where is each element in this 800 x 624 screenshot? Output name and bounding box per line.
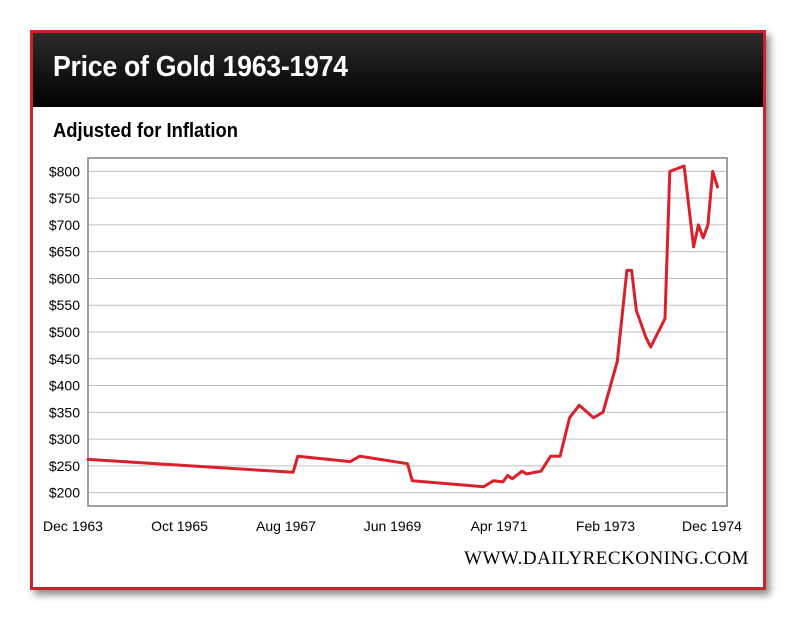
x-tick-label: Dec 1974 (682, 518, 742, 534)
y-tick-label: $200 (49, 485, 80, 501)
y-tick-label: $250 (49, 458, 80, 474)
y-tick-label: $700 (49, 217, 80, 233)
x-tick-label: Apr 1971 (471, 518, 528, 534)
y-tick-label: $550 (49, 297, 80, 313)
y-tick-label: $650 (49, 244, 80, 260)
x-tick-label: Aug 1967 (256, 518, 316, 534)
y-tick-label: $400 (49, 378, 80, 394)
x-tick-label: Feb 1973 (576, 518, 635, 534)
y-tick-label: $300 (49, 431, 80, 447)
y-tick-label: $350 (49, 404, 80, 420)
x-tick-label: Jun 1969 (364, 518, 422, 534)
y-tick-label: $750 (49, 190, 80, 206)
x-tick-label: Oct 1965 (151, 518, 208, 534)
source-credit: WWW.DAILYRECKONING.COM (464, 548, 749, 569)
y-tick-label: $450 (49, 351, 80, 367)
line-chart: $200 $250 $300 $350 $400 $450 $500 $550 $600 $650… (43, 157, 742, 534)
x-tick-label: Dec 1963 (43, 518, 103, 534)
y-tick-label: $600 (49, 270, 80, 286)
chart-subtitle: Adjusted for Inflation (53, 120, 239, 142)
chart-title: Price of Gold 1963-1974 (53, 51, 348, 83)
plot-border (87, 157, 728, 507)
y-tick-label: $500 (49, 324, 80, 340)
title-bar: Price of Gold 1963-1974 (33, 33, 763, 107)
series-line (86, 164, 719, 489)
chart-card: Price of Gold 1963-1974 Adjusted for Inf… (30, 30, 766, 590)
y-tick-label: $800 (49, 163, 80, 179)
